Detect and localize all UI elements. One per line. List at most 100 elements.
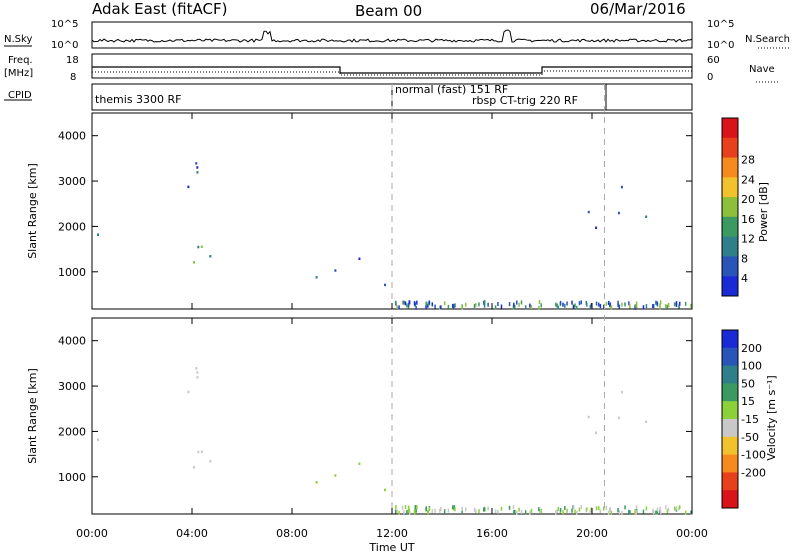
velocity-cell (574, 509, 576, 514)
velocity-cell (655, 510, 657, 515)
velocity-cell (334, 474, 337, 477)
power-cell (434, 304, 436, 309)
velocity-panel: 1000 2000 3000 4000 Slant Range [km] (26, 317, 693, 515)
power-cell (595, 301, 598, 306)
power-cell (690, 303, 692, 308)
velocity-cell (538, 507, 540, 512)
power-cell (415, 305, 417, 310)
velocity-cell (652, 508, 654, 513)
power-cell (478, 302, 480, 307)
power-cell (659, 303, 661, 308)
power-cell (431, 302, 434, 307)
power-cell (645, 304, 648, 309)
velocity-cell (514, 509, 516, 514)
velocity-cell (196, 376, 199, 379)
velocity-cell (443, 509, 446, 514)
power-cell (562, 302, 564, 307)
velocity-cell (559, 507, 562, 512)
y-tick-label: 2000 (58, 220, 86, 233)
power-cell (416, 300, 418, 305)
power-cell (665, 304, 667, 309)
power-cell (538, 300, 541, 305)
power-cell (403, 300, 405, 305)
velocity-cell (667, 507, 670, 512)
velocity-cell (425, 506, 427, 511)
velocity-cell (665, 505, 667, 510)
power-cell (196, 171, 199, 174)
x-tick-label: 16:00 (476, 527, 508, 540)
nsearch-label: N.Search (745, 34, 790, 45)
cpid-label: CPID (8, 90, 32, 101)
freq-panel (91, 53, 693, 79)
colorbar-swatch (722, 401, 738, 420)
nsearch-tick-bottom: 10^0 (707, 40, 734, 51)
power-cell (473, 303, 476, 308)
velocity-cell (453, 505, 456, 510)
power-cell (555, 302, 557, 307)
y-tick-label: 1000 (58, 266, 86, 279)
power-cell (195, 162, 198, 165)
power-cell (398, 305, 400, 310)
power-cell (624, 302, 626, 307)
power-cell (508, 302, 511, 307)
velocity-cell (483, 506, 486, 511)
beam-title: Beam 00 (355, 2, 422, 20)
velocity-cell (629, 510, 631, 515)
velocity-cell (597, 506, 600, 511)
power-cell (439, 305, 441, 310)
velocity-cell (454, 507, 456, 512)
velocity-cell (599, 509, 602, 514)
x-tick-label: 04:00 (176, 527, 208, 540)
colorbar-tick-label: 100 (741, 360, 762, 373)
power-cell (334, 269, 337, 272)
power-cell (461, 305, 463, 310)
velocity-cell (557, 506, 560, 511)
power-cell (413, 301, 416, 306)
velocity-cell (602, 506, 605, 511)
velocity-cell (415, 508, 417, 513)
power-cell (634, 304, 636, 309)
power-cell (574, 303, 576, 308)
power-cell (566, 301, 568, 306)
power-cell (428, 300, 431, 305)
power-cell (407, 302, 410, 307)
velocity-cell (684, 510, 687, 515)
power-cell (483, 300, 485, 305)
power-cell (656, 302, 659, 307)
power-cell (196, 166, 199, 169)
velocity-cell (187, 390, 190, 394)
freq-trace (92, 66, 692, 74)
power-cell (396, 304, 398, 309)
power-colorbar: 4 8 12 16 20 24 28 (721, 117, 755, 297)
nsky-tick-bottom: 10^0 (51, 40, 78, 51)
velocity-cell (395, 505, 397, 510)
power-cell (599, 304, 602, 309)
velocity-cell (590, 507, 593, 512)
velocity-cell (461, 509, 463, 514)
y-tick-label: 4000 (58, 335, 86, 348)
power-cell (573, 304, 575, 309)
velocity-yaxis: 1000 2000 3000 4000 (58, 335, 692, 484)
power-cell (667, 303, 670, 308)
colorbar-tick-label: 15 (741, 395, 755, 408)
colorbar-swatch (722, 137, 738, 159)
power-cell (666, 304, 669, 309)
power-cell (518, 302, 520, 307)
velocity-cell (209, 460, 212, 463)
colorbar-frame (721, 117, 739, 297)
colorbar-tick-label: 200 (741, 342, 762, 355)
velocity-cell (407, 505, 410, 510)
velocity-cell (628, 509, 630, 514)
power-cell (200, 245, 203, 248)
velocity-cell (659, 510, 662, 515)
velocity-cell (555, 510, 557, 515)
power-cell (494, 305, 497, 310)
velocity-cell (645, 420, 648, 423)
velocity-cell (447, 508, 450, 513)
velocity-cell (464, 507, 467, 512)
velocity-scatter (97, 367, 692, 515)
power-cell (635, 303, 638, 308)
power-cell (483, 303, 486, 308)
velocity-cell (666, 509, 669, 514)
